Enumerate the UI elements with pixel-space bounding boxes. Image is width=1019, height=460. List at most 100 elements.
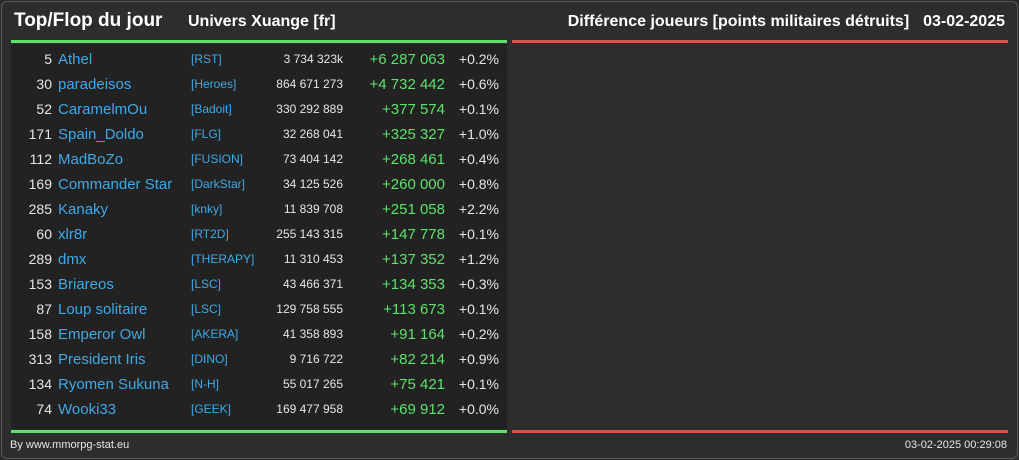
table-row: 134 Ryomen Sukuna [N-H] 55 017 265 +75 421 +0… [11,372,507,397]
table-row: 87 Loup solitaire [LSC] 129 758 555 +113 673… [11,297,507,322]
metric-label: Différence joueurs [points militaires dé… [567,13,910,30]
player-name-link[interactable]: Kanaky [58,201,109,218]
table-row: 74 Wooki33 [GEEK] 169 477 958 +69 912 +0.0% [11,397,507,422]
player-name-link[interactable]: Emperor Owl [58,326,146,343]
percent-change: +0.6% [458,76,499,92]
player-points: 11 839 708 [283,202,343,216]
points-difference: +260 000 [382,176,445,193]
alliance-tag-link[interactable]: [DarkStar] [191,177,246,191]
player-points: 330 292 889 [276,102,343,116]
universe-label: Univers Xuange [fr] [188,13,336,30]
alliance-tag-link[interactable]: [DINO] [191,352,228,366]
percent-change: +0.1% [458,226,499,242]
alliance-tag-link[interactable]: [LSC] [191,277,222,291]
alliance-tag-link[interactable]: [RT2D] [191,227,229,241]
top-divider-green [11,40,507,43]
player-name-link[interactable]: Briareos [58,276,114,293]
alliance-tag-link[interactable]: [Badoit] [191,102,232,116]
player-name-link[interactable]: President Iris [58,351,146,368]
player-points: 43 466 371 [282,277,343,291]
table-row: 158 Emperor Owl [AKERA] 41 358 893 +91 164 +0… [11,322,507,347]
player-name-link[interactable]: CaramelmOu [58,101,148,118]
table-row: 289 dmx [THERAPY] 11 310 453 +137 352 +1.2% [11,247,507,272]
player-points: 73 404 142 [282,152,343,166]
player-name-link[interactable]: Ryomen Sukuna [58,376,169,393]
table-row: 112 MadBoZo [FUSION] 73 404 142 +268 461 +0.4… [11,147,507,172]
alliance-tag-link[interactable]: [RST] [191,52,222,66]
player-name-link[interactable]: xlr8r [58,226,88,243]
percent-change: +0.1% [458,301,499,317]
points-difference: +75 421 [390,376,445,393]
player-name-link[interactable]: Athel [58,51,93,68]
points-difference: +6 287 063 [369,51,446,68]
percent-change: +0.0% [458,401,499,417]
player-points: 41 358 893 [282,327,343,341]
player-rank: 60 [36,226,52,242]
player-rank: 285 [28,201,52,217]
player-rank: 289 [28,251,52,267]
player-points: 129 758 555 [276,302,343,316]
page-title: Top/Flop du jour [14,10,163,31]
alliance-tag-link[interactable]: [LSC] [191,302,222,316]
table-row: 313 President Iris [DINO] 9 716 722 +82 214 +… [11,347,507,372]
player-rank: 52 [36,101,52,117]
player-points: 9 716 722 [289,352,343,366]
percent-change: +1.0% [458,126,499,142]
percent-change: +0.8% [458,176,499,192]
table-row: 285 Kanaky [knky] 11 839 708 +251 058 +2.2% [11,197,507,222]
player-name-link[interactable]: Spain_Doldo [58,126,144,143]
percent-change: +0.9% [458,351,499,367]
points-difference: +4 732 442 [369,76,446,93]
player-rank: 5 [44,51,52,67]
player-name-link[interactable]: Loup solitaire [58,301,148,318]
points-difference: +113 673 [383,301,445,318]
player-name-link[interactable]: Commander Star [58,176,173,193]
player-name-link[interactable]: Wooki33 [58,401,117,418]
alliance-tag-link[interactable]: [FUSION] [191,152,244,166]
player-points: 255 143 315 [276,227,343,241]
percent-change: +2.2% [458,201,499,217]
percent-change: +0.4% [458,151,499,167]
player-rank: 158 [28,326,52,342]
player-rank: 134 [28,376,52,392]
alliance-tag-link[interactable]: [Heroes] [191,77,237,91]
bottom-divider-red [512,430,1008,433]
bottom-divider-green [11,430,507,433]
table-row: 60 xlr8r [RT2D] 255 143 315 +147 778 +0.1% [11,222,507,247]
alliance-tag-link[interactable]: [AKERA] [191,327,239,341]
footer-timestamp: 03-02-2025 00:29:08 [904,439,1007,451]
player-rank: 153 [28,276,52,292]
percent-change: +0.3% [458,276,499,292]
player-name-link[interactable]: dmx [58,251,87,268]
alliance-tag-link[interactable]: [N-H] [191,377,219,391]
player-points: 169 477 958 [276,402,343,416]
player-points: 55 017 265 [282,377,343,391]
points-difference: +251 058 [382,201,445,218]
player-rank: 171 [28,126,52,142]
table-row: 5 Athel [RST] 3 734 323k +6 287 063 +0.2% [11,47,507,72]
points-difference: +325 327 [382,126,445,143]
player-rank: 30 [36,76,52,92]
player-rank: 112 [29,151,52,167]
player-rank: 169 [28,176,52,192]
points-difference: +91 164 [390,326,445,343]
alliance-tag-link[interactable]: [FLG] [191,127,222,141]
player-rank: 313 [28,351,52,367]
player-name-link[interactable]: MadBoZo [58,151,124,168]
player-rank: 74 [36,401,52,417]
player-name-link[interactable]: paradeisos [58,76,132,93]
table-row: 169 Commander Star [DarkStar] 34 125 526 +26… [11,172,507,197]
player-points: 32 268 041 [282,127,343,141]
footer-credit: By www.mmorpg-stat.eu [10,439,130,451]
points-difference: +69 912 [390,401,445,418]
percent-change: +0.1% [458,376,499,392]
top-divider-red [512,40,1008,43]
points-difference: +147 778 [382,226,445,243]
table-row: 30 paradeisos [Heroes] 864 671 273 +4 732 44… [11,72,507,97]
table-row: 153 Briareos [LSC] 43 466 371 +134 353 +0.3% [11,272,507,297]
alliance-tag-link[interactable]: [THERAPY] [191,252,255,266]
alliance-tag-link[interactable]: [knky] [191,202,223,216]
alliance-tag-link[interactable]: [GEEK] [191,402,232,416]
points-difference: +134 353 [382,276,445,293]
points-difference: +268 461 [382,151,445,168]
